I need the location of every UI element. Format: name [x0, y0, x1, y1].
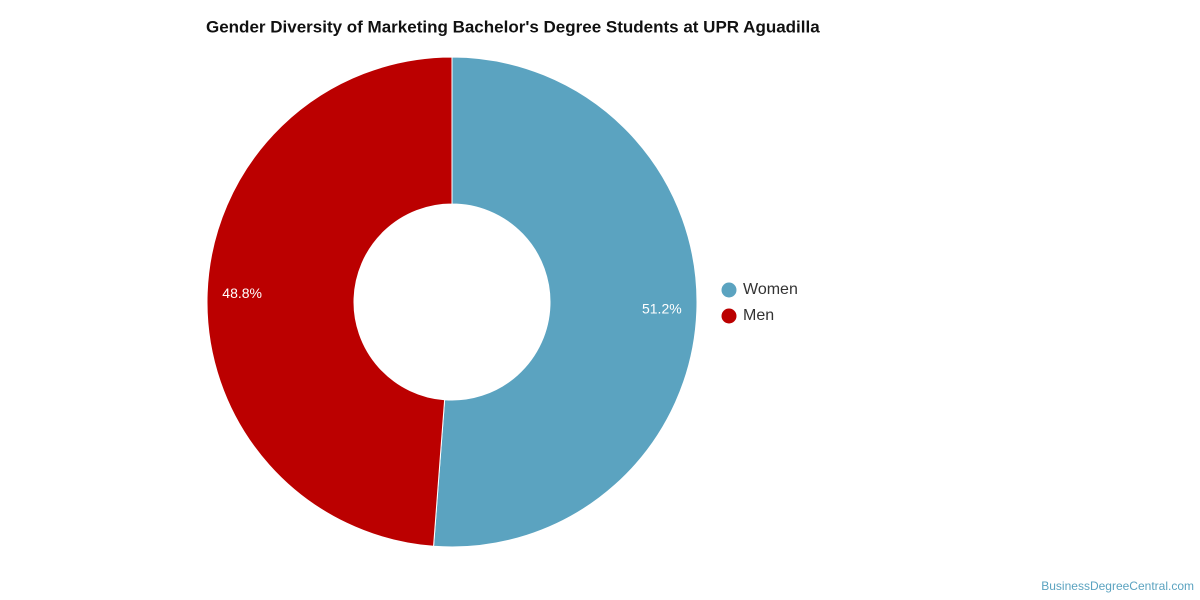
legend-marker	[721, 282, 737, 298]
legend-marker	[721, 308, 737, 324]
legend-label: Men	[743, 307, 774, 324]
slice	[206, 56, 453, 547]
legend-label: Women	[743, 281, 798, 298]
chart-title: Gender Diversity of Marketing Bachelor's…	[206, 17, 820, 36]
source: BusinessDegreeCentral.com	[1041, 579, 1194, 593]
data-label: 51.2%	[642, 301, 682, 317]
data-label: 48.8%	[222, 285, 262, 301]
slice	[433, 56, 698, 548]
